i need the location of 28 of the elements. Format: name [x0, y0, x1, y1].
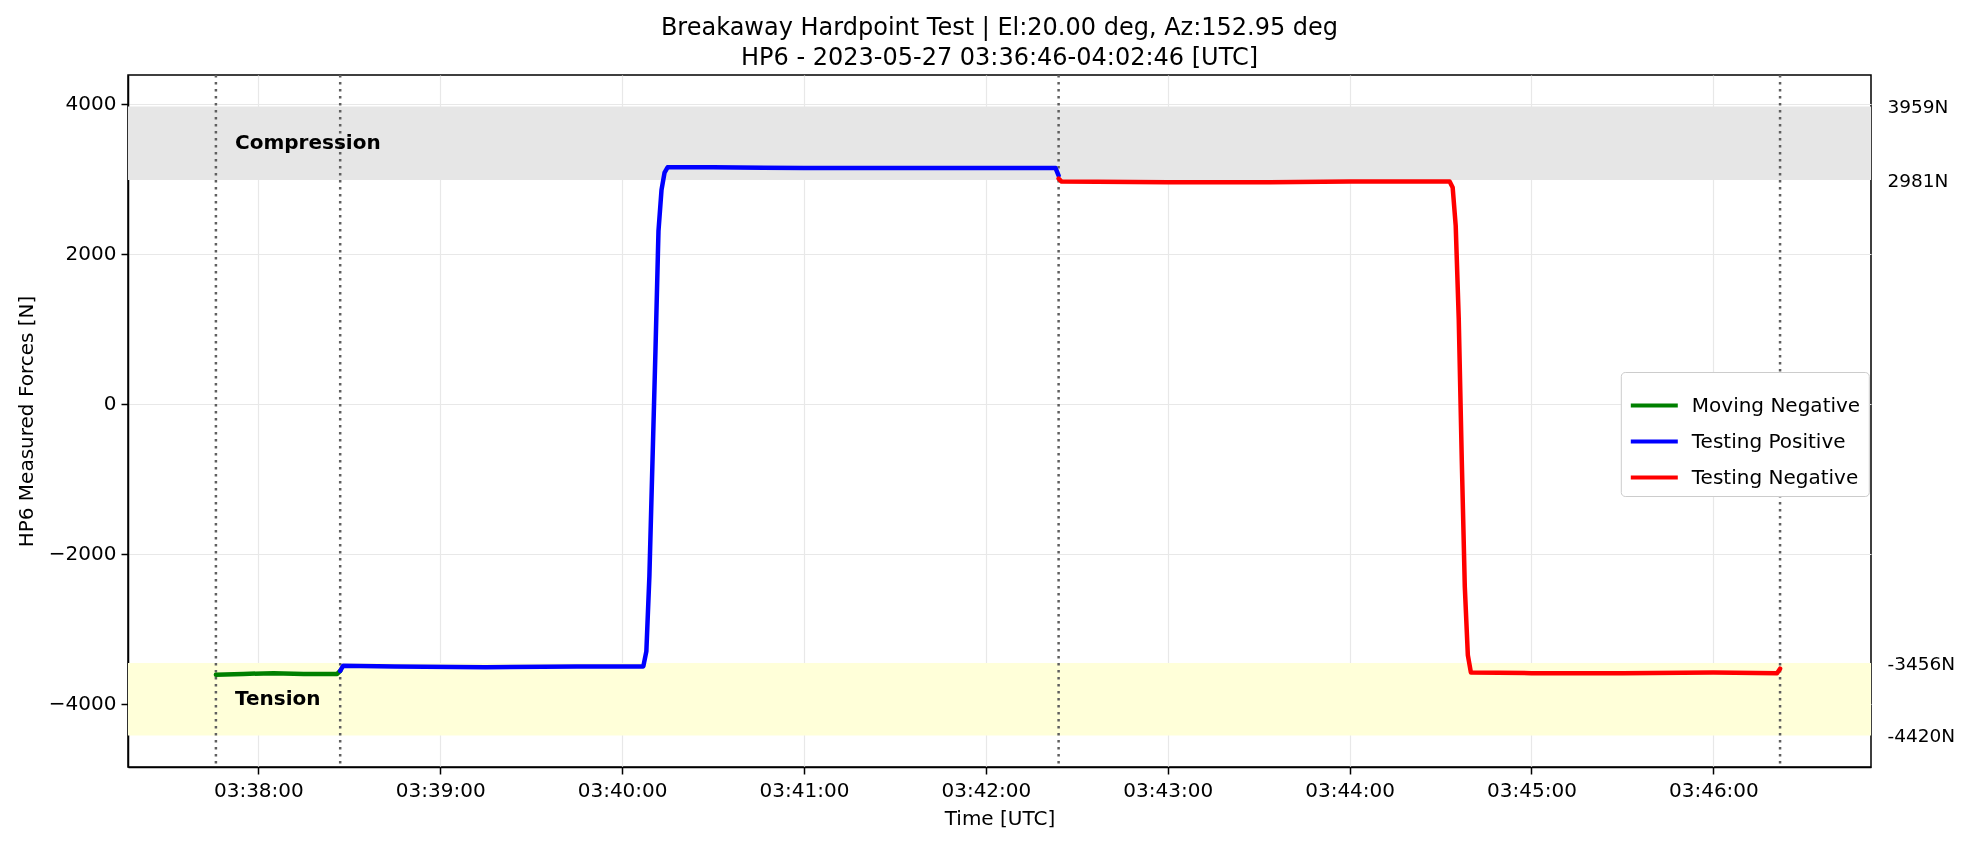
band-label: Compression: [235, 130, 381, 155]
legend-label: Testing Negative: [1690, 464, 1859, 489]
x-tick-label: 03:46:00: [1668, 777, 1759, 802]
y-tick-label: −2000: [48, 541, 117, 566]
y-axis-title: HP6 Measured Forces [N]: [13, 295, 38, 548]
x-tick-label: 03:42:00: [941, 777, 1032, 802]
y-tick-label: −4000: [48, 691, 117, 716]
y2-tick-label: -3456N: [1887, 652, 1956, 674]
y-tick-label: 0: [103, 391, 117, 416]
legend-label: Testing Positive: [1690, 428, 1846, 453]
y2-tick-label: 3959N: [1887, 96, 1949, 118]
legend-label: Moving Negative: [1691, 392, 1861, 417]
band-label: Tension: [235, 686, 321, 711]
y2-tick-label: -4420N: [1887, 724, 1956, 746]
y2-tick-label: 2981N: [1887, 169, 1949, 191]
line-series: [337, 165, 1061, 674]
x-tick-label: 03:44:00: [1305, 777, 1396, 802]
x-tick-label: 03:41:00: [759, 777, 850, 802]
x-tick-label: 03:39:00: [395, 777, 486, 802]
y-tick-label: 4000: [65, 91, 117, 116]
x-tick-label: 03:45:00: [1487, 777, 1577, 802]
x-tick-label: 03:43:00: [1123, 777, 1214, 802]
chart-title: Breakaway Hardpoint Test | El:20.00 deg, Az:152.95 deg: [660, 12, 1339, 41]
x-axis-title: Time [UTC]: [943, 805, 1056, 830]
x-tick-label: 03:38:00: [213, 777, 304, 802]
x-tick-label: 03:40:00: [577, 777, 668, 802]
chart-subtitle: HP6 - 2023-05-27 03:36:46-04:02:46 [UTC]: [741, 42, 1258, 71]
y-tick-label: 2000: [65, 241, 117, 266]
